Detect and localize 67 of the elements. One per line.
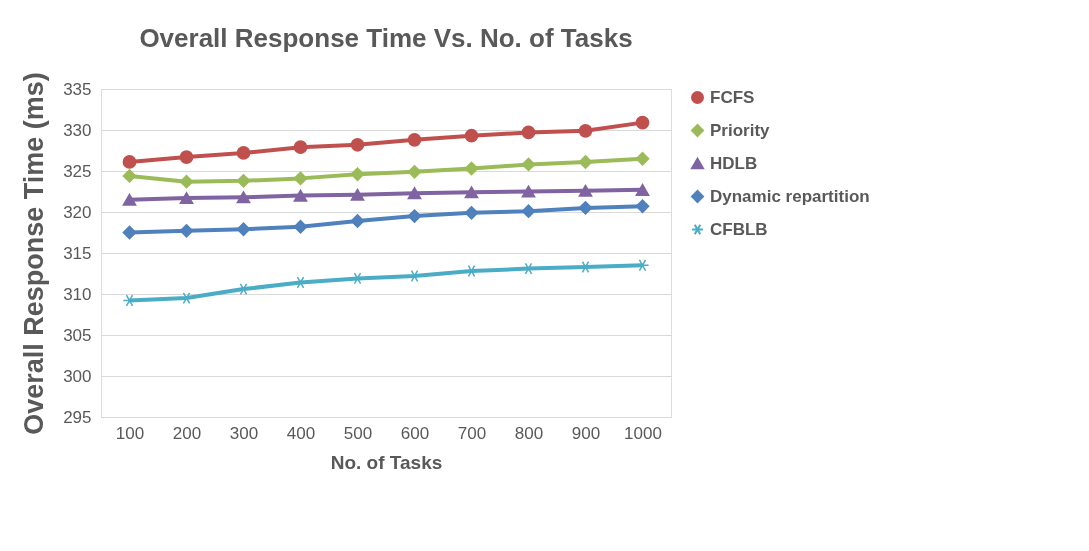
point xyxy=(578,201,593,215)
point xyxy=(236,191,251,204)
point xyxy=(293,189,308,202)
x-tick-label: 900 xyxy=(571,423,601,443)
point xyxy=(179,174,194,189)
point xyxy=(521,185,536,198)
point xyxy=(122,225,137,240)
legend-label: FCFS xyxy=(710,87,755,107)
y-tick-label: 310 xyxy=(63,284,92,304)
point xyxy=(179,192,194,205)
point xyxy=(635,115,650,130)
point xyxy=(464,186,479,199)
point xyxy=(179,150,194,164)
point xyxy=(122,193,137,206)
point xyxy=(521,125,536,140)
x-tick-label: 400 xyxy=(286,423,316,443)
point xyxy=(464,128,479,143)
x-axis-title: No. of Tasks xyxy=(330,451,443,473)
legend-label: Dynamic repartition xyxy=(710,186,870,206)
legend-label: HDLB xyxy=(710,153,758,173)
point xyxy=(635,151,650,166)
point xyxy=(578,123,593,138)
point xyxy=(635,183,650,196)
point xyxy=(464,205,479,220)
y-tick-label: 305 xyxy=(63,325,92,345)
point xyxy=(407,187,422,200)
x-tick-label: 800 xyxy=(514,423,544,443)
point xyxy=(350,214,365,228)
point xyxy=(350,188,365,201)
y-tick-label: 315 xyxy=(63,243,92,263)
y-axis-title: Overall Response Time (ms) xyxy=(19,72,50,435)
point xyxy=(464,161,479,176)
y-tick-label: 300 xyxy=(63,366,92,386)
point xyxy=(407,132,422,147)
point xyxy=(236,146,251,160)
x-tick-label: 100 xyxy=(115,423,145,443)
point xyxy=(578,184,593,197)
y-tick-label: 335 xyxy=(63,79,92,99)
point xyxy=(578,155,593,169)
x-tick-label: 1000 xyxy=(624,423,662,443)
point xyxy=(407,164,422,179)
x-tick-label: 500 xyxy=(343,423,373,443)
point xyxy=(521,157,536,172)
x-tick-label: 300 xyxy=(229,423,259,443)
point xyxy=(293,140,308,155)
point xyxy=(635,199,650,214)
point xyxy=(350,137,365,152)
y-tick-label: 325 xyxy=(63,161,92,181)
legend-label: CFBLB xyxy=(710,219,768,239)
point xyxy=(293,171,308,186)
x-tick-label: 600 xyxy=(400,423,430,443)
point xyxy=(293,219,308,234)
point xyxy=(236,222,251,237)
x-tick-label: 700 xyxy=(457,423,487,443)
y-tick-label: 330 xyxy=(63,120,92,140)
y-tick-label: 320 xyxy=(63,202,92,222)
point xyxy=(236,173,251,188)
point xyxy=(407,209,422,223)
point xyxy=(521,204,536,219)
point xyxy=(350,167,365,182)
point xyxy=(122,169,137,183)
x-tick-label: 200 xyxy=(172,423,202,443)
point xyxy=(122,155,137,169)
point xyxy=(179,223,194,238)
y-tick-label: 295 xyxy=(63,407,92,427)
chart-title: Overall Response Time Vs. No. of Tasks xyxy=(139,22,633,53)
legend-label: Priority xyxy=(710,120,771,140)
